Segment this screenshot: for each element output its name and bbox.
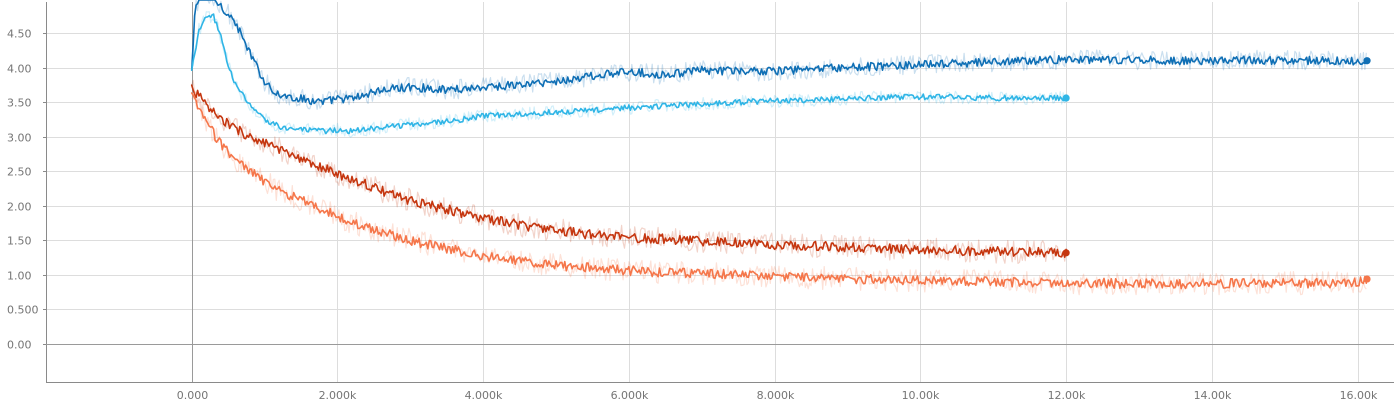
y-tick-label: 2.00 [7, 201, 32, 214]
tick-labels: 0.00 0.500 1.00 1.50 2.00 2.50 3.00 3.50 4.00 4.5… [7, 28, 1378, 403]
series-raw-line [191, 79, 1067, 264]
y-tick-label: 1.50 [7, 235, 32, 248]
grid [46, 2, 1394, 382]
series-end-marker [1363, 275, 1371, 283]
x-tick-label: 6.000k [611, 389, 649, 402]
y-tick-label: 4.50 [7, 28, 32, 41]
x-tick-label: 16.00k [1340, 389, 1378, 402]
x-tick-label: 0.000 [177, 389, 209, 402]
y-tick-label: 3.00 [7, 132, 32, 145]
series-raw-line [191, 90, 1367, 296]
series-line [190, 13, 1067, 135]
y-tick-label: 4.00 [7, 63, 32, 76]
y-tick-label: 2.50 [7, 166, 32, 179]
axes [43, 2, 1394, 383]
series-lines [190, 0, 1368, 296]
y-tick-label: 3.50 [7, 97, 32, 110]
series-end-marker [1062, 249, 1070, 257]
series-line [190, 84, 1067, 258]
x-tick-label: 8.000k [757, 389, 795, 402]
x-tick-label: 2.000k [319, 389, 357, 402]
y-tick-label: 1.00 [7, 270, 32, 283]
end-markers [1062, 57, 1371, 283]
x-tick-label: 10.00k [902, 389, 940, 402]
series-line [190, 0, 1368, 106]
x-tick-label: 14.00k [1194, 389, 1232, 402]
x-tick-label: 4.000k [465, 389, 503, 402]
series-end-marker [1363, 57, 1371, 65]
y-tick-label: 0.00 [7, 339, 32, 352]
series-end-marker [1062, 94, 1070, 102]
x-tick-label: 12.00k [1048, 389, 1086, 402]
series-raw-line [191, 0, 1367, 110]
y-tick-label: 0.500 [7, 304, 39, 317]
series-line [190, 92, 1368, 290]
series-raw-line [191, 11, 1067, 138]
